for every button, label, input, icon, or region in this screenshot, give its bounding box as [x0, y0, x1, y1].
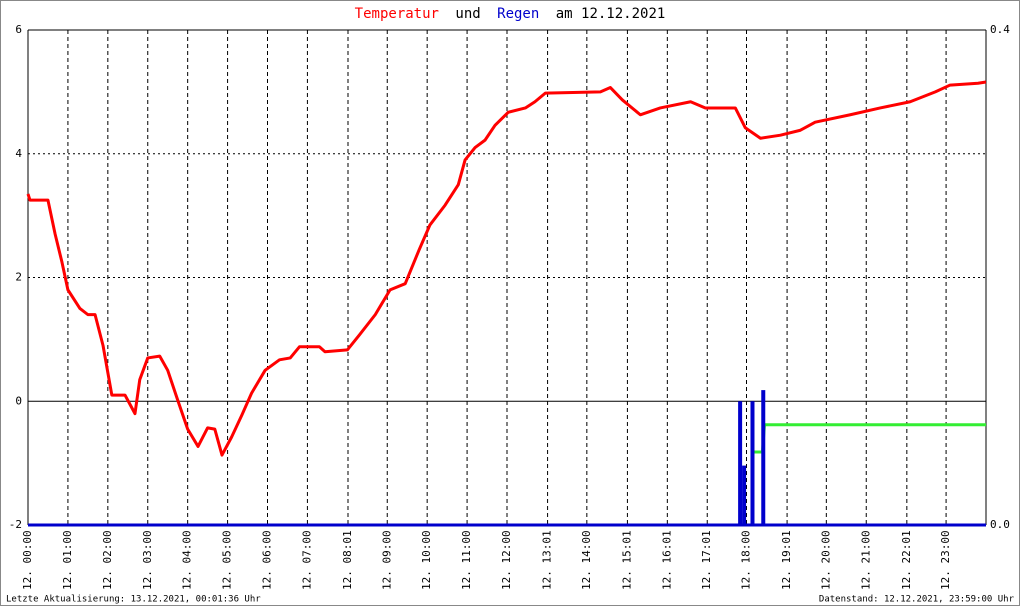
x-tick-label: 12. 04:00 — [181, 530, 194, 590]
title-part: am 12.12.2021 — [556, 6, 666, 22]
x-tick-label: 12. 19:01 — [780, 530, 793, 590]
bar — [761, 390, 766, 525]
y-tick-label: 2 — [15, 271, 22, 284]
x-tick-label: 12. 12:00 — [500, 530, 513, 590]
footer-left: Letzte Aktualisierung: 13.12.2021, 00:01… — [6, 595, 261, 605]
y-tick-label: 0 — [15, 394, 22, 407]
bar — [750, 401, 755, 525]
title-part: Temperatur — [355, 6, 439, 22]
footer-right: Datenstand: 12.12.2021, 23:59:00 Uhr — [819, 595, 1015, 605]
x-tick-label: 12. 08:01 — [341, 530, 354, 590]
line — [26, 80, 987, 457]
x-tick-label: 12. 23:00 — [939, 530, 952, 590]
x-tick-label: 12. 01:00 — [61, 530, 74, 590]
y-tick-label: 6 — [15, 23, 22, 36]
y2-tick-label: 0.0 — [990, 518, 1010, 531]
x-tick-label: 12. 07:00 — [300, 530, 313, 590]
bar — [738, 401, 743, 525]
y2-tick-label: 0.4 — [990, 23, 1010, 36]
x-tick-label: 12. 22:01 — [900, 530, 913, 590]
x-tick-label: 12. 00:00 — [21, 530, 34, 590]
x-tick-label: 12. 21:00 — [859, 530, 872, 590]
x-tick-label: 12. 06:00 — [261, 530, 274, 590]
x-tick-label: 12. 05:00 — [221, 530, 234, 590]
title-part: und — [455, 6, 480, 22]
x-tick-label: 12. 18:00 — [740, 530, 753, 590]
x-tick-label: 12. 16:01 — [660, 530, 673, 590]
x-tick-label: 12. 11:00 — [460, 530, 473, 590]
y-tick-label: -2 — [9, 518, 22, 531]
x-tick-label: 12. 13:01 — [541, 530, 554, 590]
x-tick-label: 12. 02:00 — [101, 530, 114, 590]
y-tick-label: 4 — [15, 147, 22, 160]
title-part: Regen — [497, 6, 539, 22]
x-tick-label: 12. 09:00 — [380, 530, 393, 590]
bar — [742, 465, 747, 525]
x-tick-label: 12. 10:00 — [420, 530, 433, 590]
x-tick-label: 12. 20:00 — [819, 530, 832, 590]
x-tick-label: 12. 03:00 — [141, 530, 154, 590]
x-tick-label: 12. 17:01 — [700, 530, 713, 590]
plot: 12. 00:00 12. 01:00 12. 02:00 12. 03:00 12. … — [9, 23, 1010, 590]
chart-title: Temperatur und Regen am 12.12.2021 — [355, 6, 666, 22]
x-tick-label: 12. 14:00 — [580, 530, 593, 590]
x-tick-label: 12. 15:01 — [620, 530, 633, 590]
